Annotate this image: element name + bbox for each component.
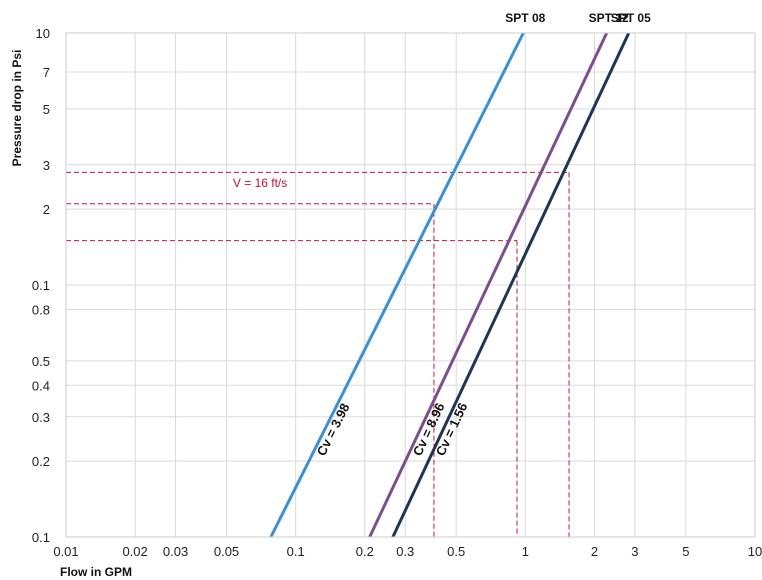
x-tick-label: 1: [522, 544, 529, 559]
x-tick-label: 0.03: [163, 544, 188, 559]
series-line: [368, 32, 609, 538]
y-tick-label: 3: [43, 158, 50, 173]
y-tick-label: 0.2: [32, 454, 50, 469]
x-axis-title: Flow in GPM: [60, 565, 132, 579]
y-tick-label: 2: [43, 202, 50, 217]
series-label: SPT 05: [611, 11, 651, 25]
grid: [65, 32, 756, 538]
series-line: [269, 32, 525, 538]
series-label: SPT 12: [589, 11, 629, 25]
series-line: [391, 32, 631, 538]
x-tick-label: 0.05: [214, 544, 239, 559]
x-axis-ticks: 0.01 0.02 0.03 0.05 0.1 0.2 0.3 0.5 1 2 3 5 10: [53, 544, 762, 559]
x-tick-label: 0.1: [287, 544, 305, 559]
y-tick-label: 0.1: [32, 530, 50, 545]
x-tick-label: 5: [682, 544, 689, 559]
x-tick-label: 0.01: [53, 544, 78, 559]
x-tick-label: 0.3: [396, 544, 414, 559]
y-tick-label: 0.8: [32, 302, 50, 317]
y-tick-label: 0.4: [32, 378, 50, 393]
x-tick-label: 2: [591, 544, 598, 559]
y-axis-title: Pressure drop in Psi: [10, 50, 24, 167]
x-tick-label: 10: [748, 544, 762, 559]
reference-lines: [66, 171, 570, 537]
series-lines: [269, 32, 631, 538]
plot-area: [65, 32, 756, 538]
y-tick-label: 0.3: [32, 410, 50, 425]
velocity-annotation: V = 16 ft/s: [233, 176, 287, 190]
x-tick-label: 0.2: [356, 544, 374, 559]
series-label: SPT 08: [505, 11, 545, 25]
x-tick-label: 0.02: [122, 544, 147, 559]
cv-label: Cv = 3.98: [314, 401, 353, 458]
x-tick-label: 0.5: [447, 544, 465, 559]
y-tick-label: 10: [36, 26, 50, 41]
y-tick-label: 7: [43, 65, 50, 80]
x-tick-label: 3: [631, 544, 638, 559]
y-tick-label: 0.1: [32, 278, 50, 293]
y-axis-ticks: 0.1 0.2 0.3 0.4 0.5 0.8 0.1 2 3 5 7 10: [32, 26, 50, 545]
y-tick-label: 5: [43, 102, 50, 117]
y-tick-label: 0.5: [32, 354, 50, 369]
